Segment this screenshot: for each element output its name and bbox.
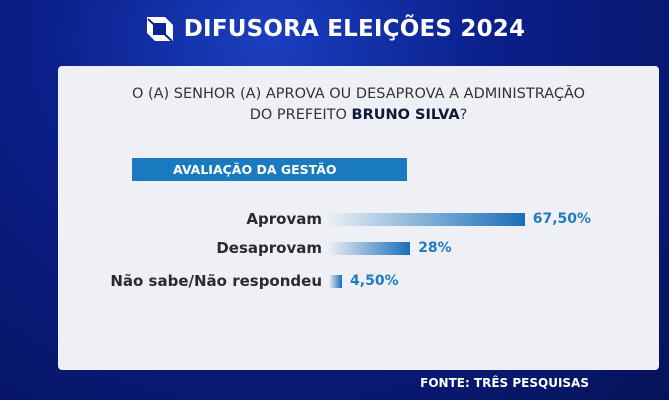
value-label: 4,50% bbox=[350, 273, 399, 289]
difusora-logo-icon bbox=[146, 17, 173, 42]
chart-panel: O (A) SENHOR (A) APROVA OU DESAPROVA A A… bbox=[58, 66, 659, 370]
value-label: 67,50% bbox=[532, 211, 592, 227]
bar bbox=[329, 275, 343, 288]
chart-title: AVALIAÇÃO DA GESTÃO bbox=[132, 158, 407, 181]
bar bbox=[329, 242, 411, 255]
question-line-2: DO PREFEITO BRUNO SILVA? bbox=[58, 105, 659, 126]
bar-row: Aprovam 67,50% bbox=[58, 209, 659, 229]
bar bbox=[329, 213, 525, 226]
mayor-name: BRUNO SILVA bbox=[351, 107, 460, 123]
category-label: Aprovam bbox=[246, 210, 322, 228]
header-title-bar: DIFUSORA ELEIÇÕES 2024 bbox=[0, 14, 669, 44]
category-label: Desaprovam bbox=[216, 239, 322, 257]
value-label: 28% bbox=[418, 240, 452, 256]
question-prefix: DO PREFEITO bbox=[249, 107, 352, 123]
source-note: FONTE: TRÊS PESQUISAS bbox=[420, 376, 589, 390]
question-text: O (A) SENHOR (A) APROVA OU DESAPROVA A A… bbox=[58, 84, 659, 126]
category-label: Não sabe/Não respondeu bbox=[110, 272, 322, 290]
page-title: DIFUSORA ELEIÇÕES 2024 bbox=[183, 16, 526, 42]
bar-row: Não sabe/Não respondeu 4,50% bbox=[58, 271, 659, 291]
question-line-1: O (A) SENHOR (A) APROVA OU DESAPROVA A A… bbox=[131, 86, 586, 102]
bar-row: Desaprovam 28% bbox=[58, 238, 659, 258]
question-suffix: ? bbox=[459, 107, 468, 123]
